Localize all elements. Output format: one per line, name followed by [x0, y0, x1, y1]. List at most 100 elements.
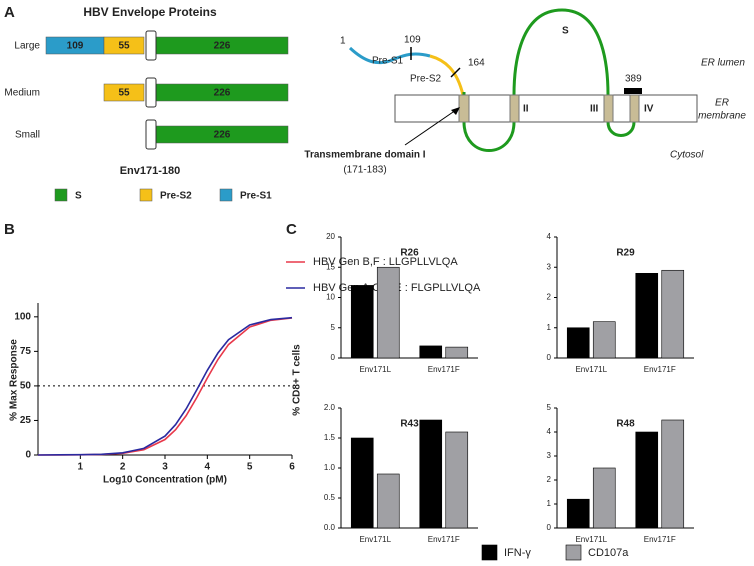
- y-tick-label: 0.5: [324, 493, 336, 502]
- label: Pre-S2: [410, 74, 442, 85]
- legend-label: Pre-S2: [160, 191, 192, 202]
- y-tick-label: 5: [547, 403, 552, 412]
- tm-domain: [629, 94, 640, 123]
- tm-box: [145, 119, 157, 150]
- legend-label: IFN-γ: [504, 547, 531, 559]
- panel-label: B: [4, 221, 15, 238]
- x-tick-label: Env171L: [359, 535, 391, 544]
- y-tick-label: 1: [547, 499, 552, 508]
- y-tick-label: 4: [547, 427, 552, 436]
- row-label: Medium: [4, 88, 40, 99]
- y-axis-label: % CD8+ T cells: [292, 344, 303, 416]
- legend-label: Pre-S1: [240, 191, 272, 202]
- x-axis-label: Log10 Concentration (pM): [103, 475, 227, 486]
- x-tick-label: 4: [205, 462, 211, 473]
- bar: [661, 269, 685, 359]
- y-tick-label: 25: [20, 415, 32, 426]
- y-tick-label: 0: [547, 353, 552, 362]
- y-tick-label: 2.0: [324, 403, 336, 412]
- bar: [566, 498, 590, 529]
- y-axis-label: % Max Response: [9, 339, 20, 421]
- curve: [37, 316, 293, 456]
- bar: [419, 419, 443, 529]
- chart-title: R26: [400, 248, 419, 259]
- label: 389: [625, 74, 642, 85]
- segment-label: 226: [214, 41, 231, 52]
- label: IV: [644, 104, 654, 115]
- arrow: [404, 109, 457, 146]
- bar: [419, 345, 443, 359]
- y-tick-label: 0.0: [324, 523, 336, 532]
- label: 164: [468, 58, 485, 69]
- x-tick-label: Env171L: [575, 535, 607, 544]
- curve: [38, 317, 293, 456]
- bar: [376, 266, 400, 359]
- x-tick-label: 5: [247, 462, 253, 473]
- y-tick-label: 100: [14, 311, 31, 322]
- arrow-head: [451, 107, 460, 115]
- chart-title: R29: [616, 248, 635, 259]
- panel-label: A: [4, 4, 15, 21]
- legend-swatch: [139, 188, 153, 202]
- label: (171-183): [343, 165, 386, 176]
- bar: [376, 473, 400, 529]
- label: Transmembrane domain I: [304, 150, 425, 161]
- bar: [445, 346, 469, 359]
- label: III: [590, 104, 599, 115]
- y-tick-label: 75: [20, 346, 32, 357]
- y-tick-label: 1.5: [324, 433, 336, 442]
- tm-box: [145, 77, 157, 108]
- row-label: Large: [14, 41, 40, 52]
- y-tick-label: 0: [547, 523, 552, 532]
- panel-label: C: [286, 221, 297, 238]
- bar: [350, 285, 374, 359]
- label: S: [562, 26, 569, 37]
- y-tick-label: 1: [547, 323, 552, 332]
- y-tick-label: 4: [547, 232, 552, 241]
- bar: [592, 321, 616, 359]
- x-tick-label: Env171F: [644, 535, 676, 544]
- y-tick-label: 10: [326, 293, 335, 302]
- epitope-389: [624, 88, 642, 94]
- legend-label: S: [75, 191, 82, 202]
- y-tick-label: 0: [25, 450, 31, 461]
- bar: [661, 419, 685, 529]
- chart-title: R43: [400, 419, 419, 430]
- epitope-label: Env171-180: [120, 165, 181, 177]
- segment-label: 226: [214, 130, 231, 141]
- tm-domain: [603, 94, 614, 123]
- y-tick-label: 3: [547, 262, 552, 271]
- bar: [566, 327, 590, 359]
- segment-label: 55: [118, 41, 130, 52]
- label: 109: [404, 35, 421, 46]
- x-tick-label: 1: [78, 462, 84, 473]
- x-tick-label: 3: [162, 462, 168, 473]
- bar: [592, 467, 616, 529]
- y-tick-label: 2: [547, 293, 552, 302]
- pre-s1-chain: [348, 46, 431, 65]
- legend-swatch: [219, 188, 233, 202]
- y-tick-label: 20: [326, 232, 335, 241]
- segment-label: 55: [118, 88, 130, 99]
- panel-title: HBV Envelope Proteins: [83, 5, 217, 19]
- legend-swatch: [481, 544, 498, 561]
- tm-domain: [458, 94, 470, 123]
- label: ER lumen: [701, 58, 745, 69]
- segment-label: 109: [67, 41, 84, 52]
- y-tick-label: 1.0: [324, 463, 336, 472]
- y-tick-label: 0: [331, 353, 336, 362]
- label: membrane: [698, 111, 746, 122]
- x-tick-label: Env171L: [359, 365, 391, 374]
- pre-s2-chain: [429, 54, 465, 96]
- bar: [635, 272, 659, 359]
- x-tick-label: 6: [289, 462, 295, 473]
- tick-164: [450, 67, 461, 78]
- legend-swatch: [54, 188, 68, 202]
- s-chain: [462, 8, 636, 152]
- y-tick-label: 50: [20, 381, 32, 392]
- x-tick-label: 2: [120, 462, 126, 473]
- y-tick-label: 2: [547, 475, 552, 484]
- x-tick-label: Env171F: [428, 535, 460, 544]
- chart-title: R48: [616, 419, 635, 430]
